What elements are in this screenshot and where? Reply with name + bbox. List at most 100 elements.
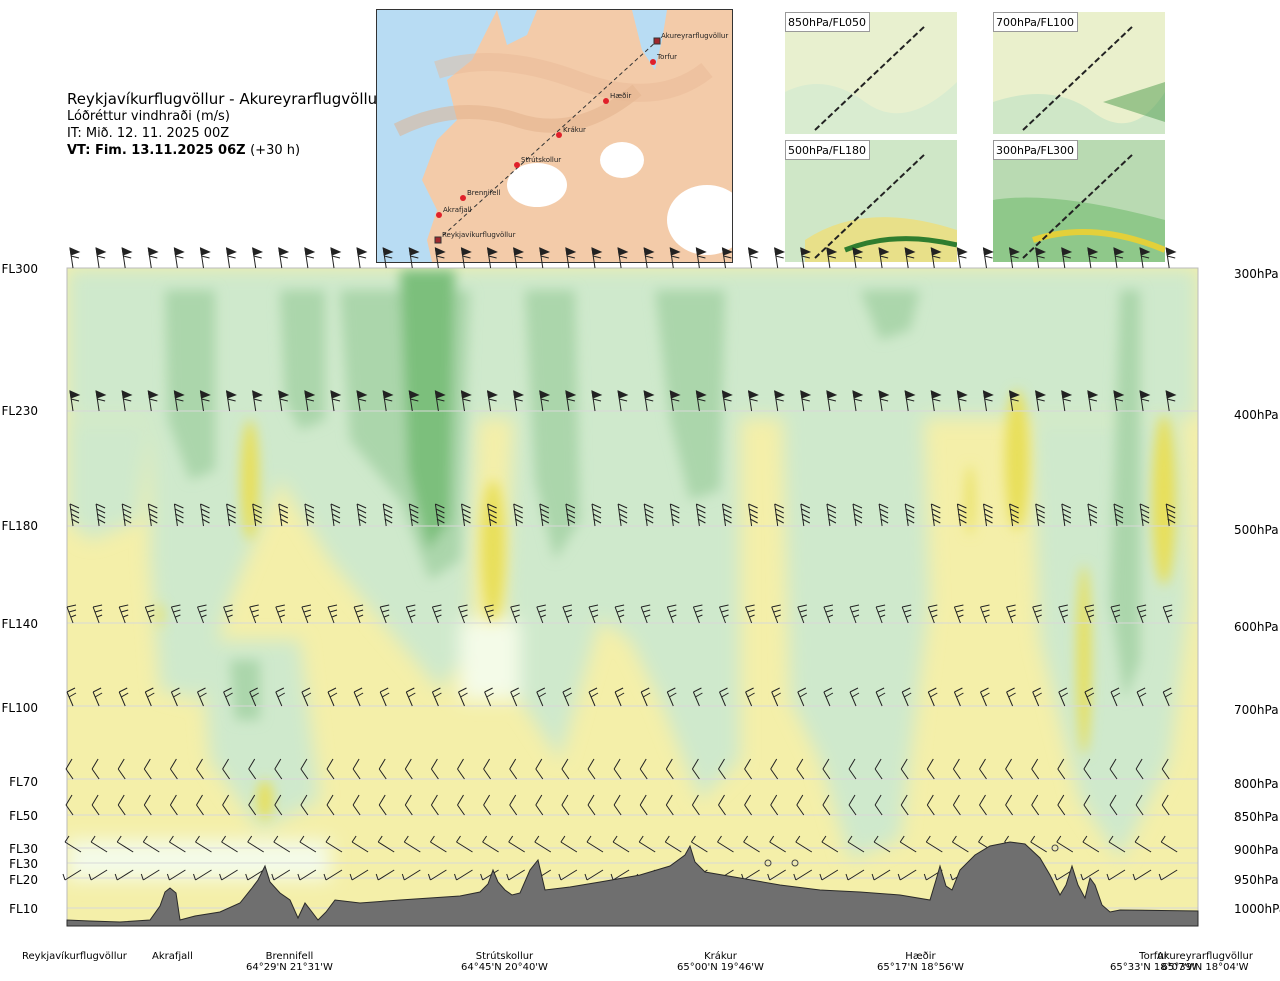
wind-barb xyxy=(665,794,674,816)
waypoint-marker xyxy=(514,162,520,168)
wind-barb xyxy=(117,794,126,816)
waypoint-label: Akrafjall xyxy=(152,951,193,962)
route-line xyxy=(437,40,658,241)
wind-barb xyxy=(378,794,387,816)
wind-barb xyxy=(506,869,525,881)
glacier xyxy=(600,142,644,178)
wind-barb xyxy=(91,758,100,780)
wind-barb xyxy=(664,835,682,853)
wind-barb xyxy=(116,835,134,853)
wind-barb xyxy=(927,687,938,707)
inset-label: 700hPa/FL100 xyxy=(993,12,1079,32)
wind-barb xyxy=(669,390,681,412)
airport-marker xyxy=(434,236,442,244)
chart-subtitle: Lóðréttur vindhraði (m/s) xyxy=(67,109,230,124)
wind-barb xyxy=(278,503,289,527)
waypoint-label: Strútskollur 64°45'N 20°40'W xyxy=(461,951,548,973)
wind-barb xyxy=(304,503,315,527)
wind-barb xyxy=(173,247,185,269)
wind-barb xyxy=(769,835,786,853)
wind-barb xyxy=(226,503,236,527)
waypoint-label: Krákur 65°00'N 19°46'W xyxy=(677,951,764,973)
wind-barb xyxy=(695,390,707,412)
wind-barb xyxy=(326,794,335,816)
wind-barb xyxy=(613,794,622,816)
wind-barb xyxy=(588,687,599,707)
wind-barb xyxy=(248,758,257,780)
wind-barb xyxy=(901,604,912,624)
wind-barb xyxy=(95,503,106,527)
wind-barb xyxy=(558,869,578,881)
wind-barb xyxy=(849,604,860,624)
wind-barb xyxy=(1136,604,1147,624)
inset-700[interactable]: 700hPa/FL100 xyxy=(993,12,1165,134)
wind-barb xyxy=(196,758,204,780)
waypoint-name: Strútskollur xyxy=(475,951,534,962)
airport-marker xyxy=(653,37,661,45)
wind-barb xyxy=(65,758,74,780)
inset-500[interactable]: 500hPa/FL180 xyxy=(785,140,957,262)
wind-barb xyxy=(1113,247,1125,269)
wind-barb xyxy=(300,758,309,780)
wind-barb xyxy=(118,687,129,707)
wind-barb xyxy=(325,835,343,853)
wind-barb xyxy=(823,687,834,707)
wind-barb xyxy=(874,758,883,780)
wind-barb xyxy=(640,604,651,624)
tick-label: 850hPa xyxy=(1234,810,1279,824)
wind-barb xyxy=(1008,247,1020,269)
wind-barb xyxy=(330,503,341,527)
wind-barb xyxy=(382,247,394,269)
tick-label: FL300 xyxy=(1,262,39,276)
wind-barb xyxy=(1109,758,1118,780)
wind-barb xyxy=(852,247,864,269)
wind-barb xyxy=(199,247,211,269)
waypoint-name: Hæðir xyxy=(905,951,936,962)
wind-barb xyxy=(562,604,573,624)
wind-barb xyxy=(822,758,831,780)
wind-barb xyxy=(640,687,651,707)
wind-barb xyxy=(586,835,604,853)
wind-barb xyxy=(614,687,625,707)
waypoint-name: Krákur xyxy=(704,951,737,962)
wind-barb xyxy=(252,503,262,527)
wind-barb xyxy=(405,687,416,707)
wind-barb xyxy=(979,758,987,780)
inset-850[interactable]: 850hPa/FL050 xyxy=(785,12,957,134)
wind-barb xyxy=(69,247,81,269)
tick-label: FL140 xyxy=(1,617,39,631)
glacier xyxy=(507,163,567,207)
wind-barb xyxy=(1058,687,1069,707)
wind-barb xyxy=(1110,687,1121,707)
wind-barb xyxy=(795,835,813,853)
wind-barb xyxy=(248,794,257,816)
wind-barb xyxy=(565,390,577,412)
waypoint-coord: 64°45'N 20°40'W xyxy=(461,962,548,973)
wind-barb xyxy=(956,247,968,269)
wind-barb xyxy=(643,503,654,527)
wind-barb xyxy=(930,503,941,527)
wind-barb xyxy=(173,503,184,527)
wind-barb xyxy=(871,869,891,881)
inset-300[interactable]: 300hPa/FL300 xyxy=(993,140,1165,262)
wind-barb xyxy=(1058,604,1068,624)
wind-barb xyxy=(1061,247,1073,269)
wind-barb xyxy=(848,758,857,780)
wind-barb xyxy=(639,758,648,780)
wind-barb xyxy=(271,869,291,881)
wind-barb xyxy=(1109,794,1118,816)
wind-barb xyxy=(926,758,935,780)
wind-barb xyxy=(222,794,231,816)
wind-barb xyxy=(539,247,551,269)
wind-barb xyxy=(591,503,602,527)
wind-barb xyxy=(508,835,525,853)
wind-barb xyxy=(487,503,497,527)
wind-barb xyxy=(404,758,413,780)
wind-barb xyxy=(457,758,465,780)
tick-label: FL30 xyxy=(9,842,38,856)
wind-barb xyxy=(1108,835,1126,853)
wind-barb xyxy=(1113,503,1124,527)
wind-barb xyxy=(874,794,883,816)
wind-barb xyxy=(484,687,494,707)
wind-barb xyxy=(326,758,335,780)
